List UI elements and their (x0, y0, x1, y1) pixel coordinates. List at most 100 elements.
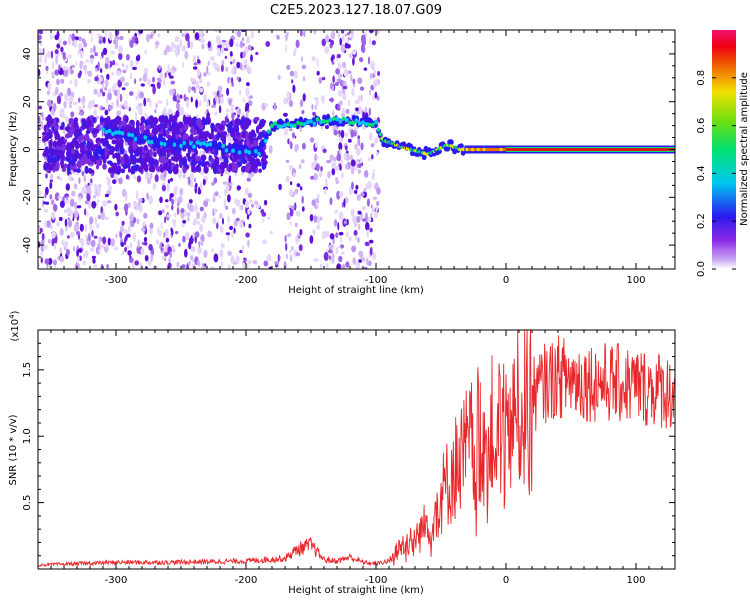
noise-mark (108, 105, 113, 111)
noise-mark (118, 45, 123, 54)
noise-mark (122, 188, 127, 198)
noise-mark (158, 210, 163, 216)
noise-mark (76, 205, 82, 209)
core-mark (258, 168, 262, 173)
noise-mark (371, 40, 376, 46)
noise-mark (242, 51, 246, 58)
core-mark (149, 148, 153, 157)
noise-mark (94, 108, 97, 117)
noise-mark (89, 181, 94, 187)
snr-line (38, 330, 675, 567)
snr-y-axis-label: SNR (10 * v/v) (8, 414, 19, 485)
noise-mark (149, 172, 153, 180)
noise-mark (375, 151, 379, 156)
core-mark (191, 165, 196, 172)
core-mark (183, 123, 189, 131)
noise-mark (68, 67, 71, 72)
noise-mark (316, 216, 321, 224)
noise-mark (220, 260, 224, 268)
noise-mark (230, 106, 234, 115)
noise-mark (337, 89, 343, 97)
noise-mark (62, 51, 65, 60)
spectrogram-x-axis-label: Height of straight line (km) (288, 285, 424, 296)
noise-mark (97, 199, 100, 203)
noise-mark (250, 30, 254, 39)
noise-mark (341, 107, 345, 115)
core-mark (237, 161, 243, 167)
noise-mark (171, 204, 174, 211)
noise-mark (181, 223, 186, 227)
noise-mark (149, 222, 154, 229)
core-mark (112, 120, 118, 127)
noise-mark (181, 45, 187, 52)
noise-mark (39, 121, 44, 130)
noise-mark (169, 89, 175, 95)
noise-mark (179, 187, 184, 196)
noise-mark (133, 175, 137, 180)
noise-mark (300, 186, 303, 191)
carrier-mark (485, 147, 489, 152)
noise-mark (347, 70, 352, 74)
ridge-mark (254, 149, 258, 154)
noise-mark (82, 96, 86, 103)
noise-mark (343, 198, 346, 208)
noise-mark (38, 225, 41, 229)
noise-mark (232, 66, 235, 75)
noise-mark (44, 220, 47, 228)
noise-mark (83, 42, 88, 48)
noise-mark (43, 201, 46, 205)
core-mark (90, 155, 96, 162)
noise-mark (242, 262, 246, 269)
noise-mark (100, 106, 106, 111)
noise-mark (369, 246, 373, 256)
colorbar: 0.0 0.2 0.4 0.6 0.8 Normalized spectral ampl… (696, 30, 750, 277)
core-mark (72, 137, 78, 145)
noise-mark (200, 170, 205, 176)
ridge-mark (309, 118, 313, 124)
noise-mark (223, 198, 226, 208)
noise-mark (142, 221, 146, 227)
core-mark (57, 135, 61, 140)
noise-mark (119, 104, 122, 109)
carrier-mark (488, 147, 492, 152)
core-mark (69, 164, 76, 171)
noise-mark (364, 170, 369, 178)
core-mark (222, 162, 228, 168)
noise-mark (152, 76, 155, 83)
noise-mark (193, 62, 198, 66)
noise-mark (170, 80, 175, 85)
noise-mark (63, 68, 69, 77)
noise-mark (136, 218, 140, 225)
noise-mark (129, 72, 133, 80)
noise-mark (59, 228, 64, 236)
noise-mark (94, 76, 99, 82)
noise-mark (196, 220, 200, 225)
noise-mark (228, 175, 232, 184)
ridge-mark (208, 142, 213, 147)
noise-mark (164, 252, 169, 257)
y-tick-label: 1.5 (22, 362, 33, 378)
noise-mark (102, 47, 108, 56)
noise-mark (340, 113, 346, 117)
noise-mark (98, 237, 101, 244)
noise-mark (294, 202, 297, 211)
noise-mark (65, 199, 70, 204)
noise-mark (148, 260, 152, 266)
ridge-mark (120, 131, 125, 136)
ridge-mark (273, 121, 278, 126)
ridge-mark (179, 143, 183, 149)
noise-mark (353, 229, 358, 236)
core-mark (69, 117, 74, 127)
noise-mark (314, 104, 317, 111)
noise-mark (311, 56, 316, 62)
noise-mark (167, 262, 172, 269)
noise-mark (83, 175, 87, 183)
noise-mark (301, 206, 305, 212)
core-mark (95, 164, 100, 170)
core-mark (223, 156, 229, 164)
noise-mark (97, 214, 102, 220)
noise-mark (289, 221, 292, 226)
noise-mark (354, 99, 360, 105)
noise-mark (315, 198, 319, 203)
ridge-mark (163, 142, 167, 147)
